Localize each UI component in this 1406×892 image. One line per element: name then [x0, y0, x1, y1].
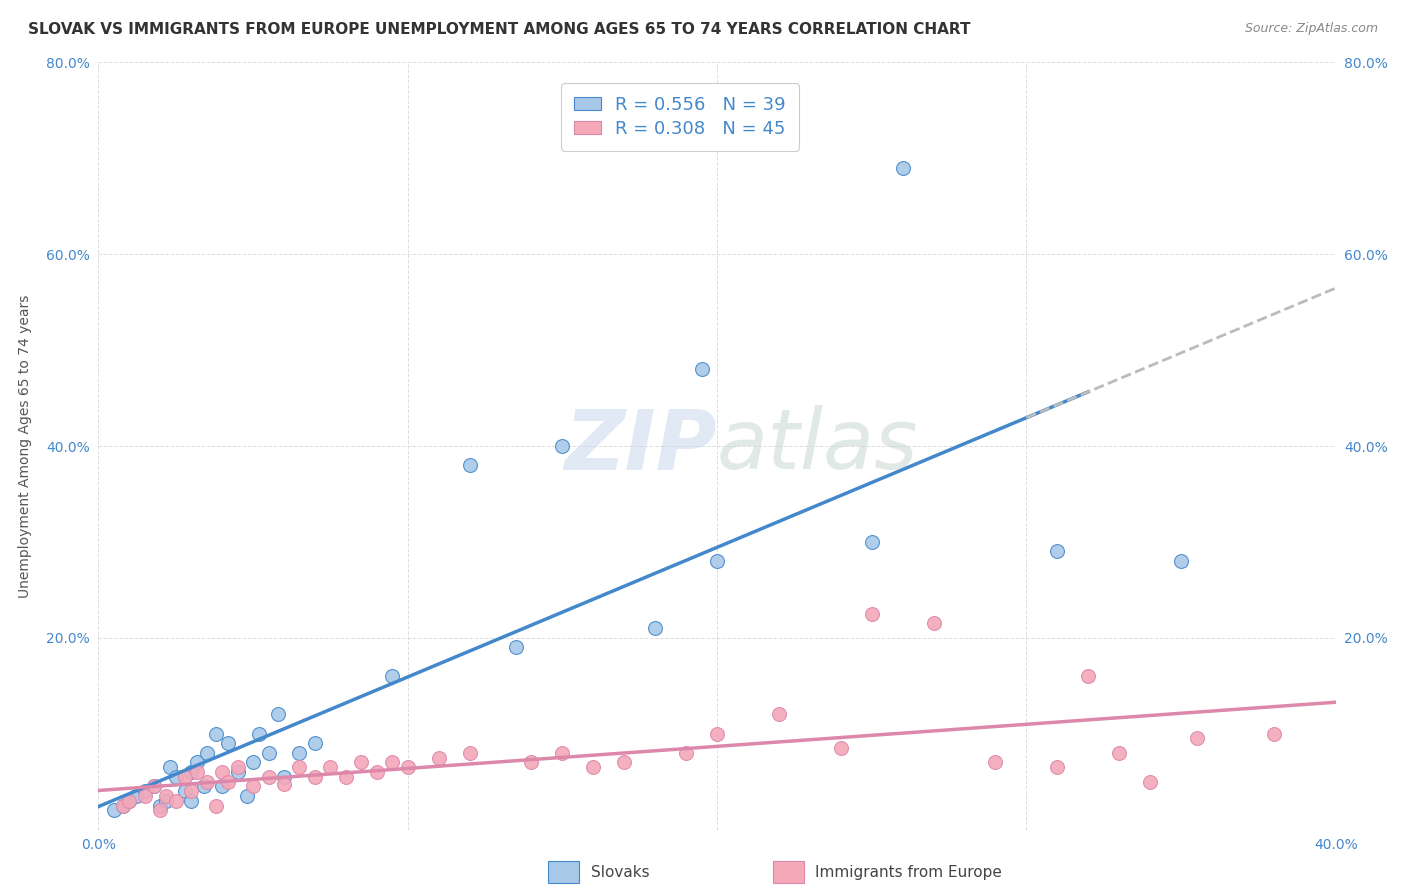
Point	[195, 774, 218, 789]
Point	[613, 756, 636, 770]
Point	[505, 640, 527, 655]
Point	[118, 794, 141, 808]
Text: Slovaks: Slovaks	[591, 865, 650, 880]
Point	[520, 756, 543, 770]
Point	[236, 789, 259, 803]
Text: SLOVAK VS IMMIGRANTS FROM EUROPE UNEMPLOYMENT AMONG AGES 65 TO 74 YEARS CORRELAT: SLOVAK VS IMMIGRANTS FROM EUROPE UNEMPLO…	[28, 22, 970, 37]
Point	[226, 765, 249, 780]
Point	[174, 770, 197, 784]
Point	[304, 736, 326, 750]
Point	[211, 765, 233, 780]
Point	[768, 707, 790, 722]
Point	[143, 780, 166, 794]
Point	[112, 798, 135, 813]
Point	[257, 770, 280, 784]
Legend: R = 0.556   N = 39, R = 0.308   N = 45: R = 0.556 N = 39, R = 0.308 N = 45	[561, 83, 799, 151]
Point	[984, 756, 1007, 770]
Point	[211, 780, 233, 794]
Point	[458, 746, 481, 760]
Point	[675, 746, 697, 760]
Point	[1170, 554, 1192, 568]
Point	[149, 804, 172, 818]
Point	[205, 726, 228, 740]
Point	[217, 774, 239, 789]
Point	[706, 726, 728, 740]
Point	[273, 770, 295, 784]
Point	[226, 760, 249, 774]
Point	[319, 760, 342, 774]
Point	[860, 607, 883, 621]
Point	[551, 439, 574, 453]
Point	[1185, 731, 1208, 746]
Text: Source: ZipAtlas.com: Source: ZipAtlas.com	[1244, 22, 1378, 36]
Point	[242, 780, 264, 794]
Point	[186, 756, 208, 770]
Point	[366, 765, 388, 780]
Point	[180, 794, 202, 808]
Point	[1077, 669, 1099, 683]
Point	[118, 794, 141, 808]
Point	[267, 707, 290, 722]
Point	[180, 765, 202, 780]
Point	[242, 756, 264, 770]
Point	[180, 784, 202, 798]
Point	[257, 746, 280, 760]
Point	[922, 616, 945, 631]
Text: ZIP: ZIP	[564, 406, 717, 486]
Point	[149, 798, 172, 813]
Point	[551, 746, 574, 760]
Point	[706, 554, 728, 568]
Point	[165, 794, 187, 808]
Point	[830, 741, 852, 756]
Point	[159, 760, 181, 774]
Point	[1139, 774, 1161, 789]
Point	[143, 780, 166, 794]
Point	[335, 770, 357, 784]
Point	[124, 789, 146, 803]
Point	[427, 750, 450, 764]
Point	[112, 798, 135, 813]
Point	[155, 794, 177, 808]
Point	[1046, 544, 1069, 558]
Point	[396, 760, 419, 774]
Point	[205, 798, 228, 813]
Point	[217, 736, 239, 750]
Point	[644, 621, 666, 635]
Point	[582, 760, 605, 774]
Point	[288, 746, 311, 760]
Point	[165, 770, 187, 784]
Point	[891, 161, 914, 175]
Point	[195, 746, 218, 760]
Point	[458, 458, 481, 473]
Point	[381, 669, 404, 683]
Y-axis label: Unemployment Among Ages 65 to 74 years: Unemployment Among Ages 65 to 74 years	[18, 294, 32, 598]
Text: Immigrants from Europe: Immigrants from Europe	[815, 865, 1002, 880]
Point	[134, 784, 156, 798]
Point	[1263, 726, 1285, 740]
Point	[690, 362, 713, 376]
Point	[247, 726, 270, 740]
Point	[273, 776, 295, 790]
Point	[186, 765, 208, 780]
Point	[155, 789, 177, 803]
Point	[860, 535, 883, 549]
Point	[174, 784, 197, 798]
Point	[350, 756, 373, 770]
Point	[193, 780, 215, 794]
Point	[1046, 760, 1069, 774]
Point	[134, 789, 156, 803]
Point	[381, 756, 404, 770]
Point	[288, 760, 311, 774]
Text: atlas: atlas	[717, 406, 918, 486]
Point	[304, 770, 326, 784]
Point	[103, 804, 125, 818]
Point	[1108, 746, 1130, 760]
